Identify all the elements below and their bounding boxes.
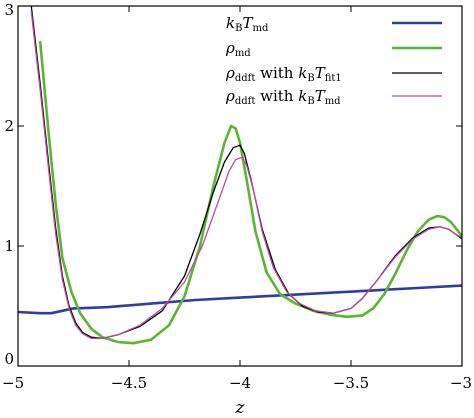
y-tick-label: 1 — [4, 237, 14, 255]
x-tick-label: −3.5 — [333, 374, 369, 392]
legend-entry-1: kB​Tmd​ — [226, 14, 442, 34]
legend-label: ρmd​ — [225, 39, 251, 59]
plot-frame — [17, 5, 463, 367]
legend-label: ρddft​ with kB​Tmd​ — [225, 87, 341, 107]
legend-entry-4: ρddft​ with kB​Tmd​ — [225, 87, 442, 107]
x-tick-label: −5 — [2, 374, 24, 392]
x-tick-label: −3 — [450, 374, 472, 392]
y-tick-label: 3 — [4, 1, 14, 19]
y-tick-label: 2 — [4, 117, 14, 135]
legend-entry-3: ρddft​ with kB​Tfit1​ — [225, 64, 442, 84]
x-tick-label: −4 — [229, 374, 251, 392]
y-tick-label: 0 — [4, 350, 14, 368]
legend-label: ρddft​ with kB​Tfit1​ — [225, 64, 342, 84]
legend: kB​Tmd​ ρmd​ ρddft​ with kB​Tfit1​ ρddft​ w… — [225, 14, 442, 107]
x-axis-label: z — [235, 398, 246, 418]
series-line-1 — [18, 284, 462, 315]
legend-label: kB​Tmd​ — [226, 14, 269, 34]
ticks-layer: −5 −4.5 −4 −3.5 −3 0 1 2 3 — [2, 1, 472, 392]
x-tick-label: −4.5 — [111, 374, 147, 392]
series-line-4 — [30, 11, 462, 340]
series-line-3 — [30, 6, 462, 340]
legend-entry-2: ρmd​ — [225, 39, 442, 59]
series-layer — [18, 6, 462, 345]
